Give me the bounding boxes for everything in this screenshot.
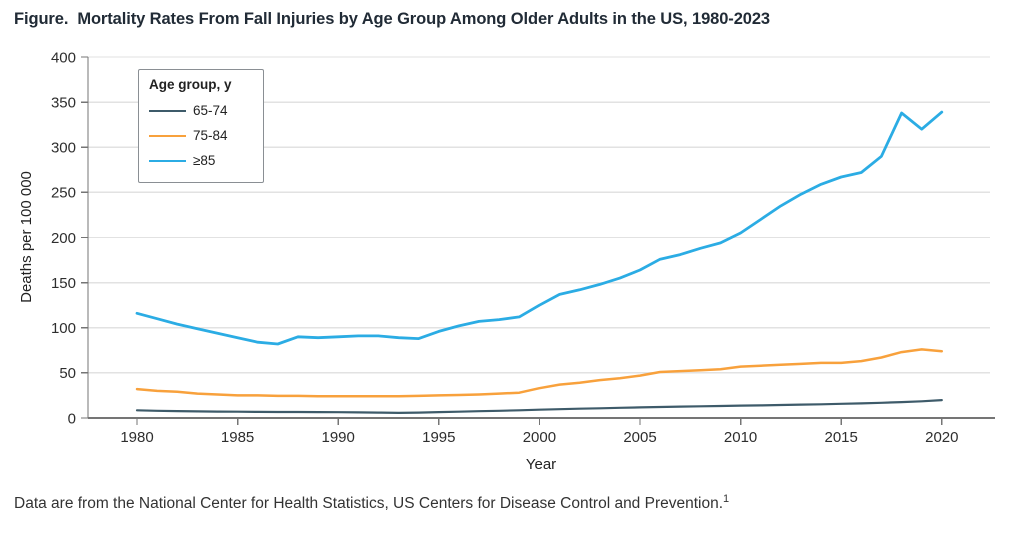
y-tick-label-200: 200 bbox=[51, 230, 76, 247]
footnote-reference: 1 bbox=[723, 492, 730, 505]
legend: Age group, y 65-74 75-84 ≥85 bbox=[138, 69, 264, 183]
footnote-text: Data are from the National Center for He… bbox=[14, 495, 724, 512]
figure-label: Figure. bbox=[14, 10, 69, 28]
x-tick-label-1995: 1995 bbox=[422, 429, 455, 446]
x-tick-label-1990: 1990 bbox=[322, 429, 355, 446]
legend-item-85plus: ≥85 bbox=[149, 148, 253, 173]
legend-line-swatch-65-74 bbox=[149, 109, 186, 112]
y-axis-title: Deaths per 100 000 bbox=[18, 171, 35, 303]
series-line-75-84 bbox=[135, 348, 944, 398]
x-axis-title: Year bbox=[526, 456, 556, 473]
x-tick-label-2015: 2015 bbox=[825, 429, 858, 446]
x-tick-label-2020: 2020 bbox=[925, 429, 958, 446]
legend-item-75-84: 75-84 bbox=[149, 123, 253, 148]
legend-label-75-84: 75-84 bbox=[193, 128, 228, 143]
y-tick-label-150: 150 bbox=[51, 275, 76, 292]
x-tick-label-2010: 2010 bbox=[724, 429, 757, 446]
y-tick-label-350: 350 bbox=[51, 94, 76, 111]
figure-title: Mortality Rates From Fall Injuries by Ag… bbox=[77, 10, 771, 28]
y-tick-label-400: 400 bbox=[51, 49, 76, 66]
y-tick-label-100: 100 bbox=[51, 320, 76, 337]
legend-line-swatch-75-84 bbox=[149, 134, 186, 137]
y-tick-label-250: 250 bbox=[51, 185, 76, 202]
series-line-ge85 bbox=[135, 110, 944, 346]
x-tick-label-1985: 1985 bbox=[221, 429, 254, 446]
legend-title: Age group, y bbox=[149, 77, 232, 92]
legend-line-swatch-85plus bbox=[149, 159, 186, 162]
y-tick-label-0: 0 bbox=[68, 410, 76, 427]
legend-label-65-74: 65-74 bbox=[193, 103, 228, 118]
y-tick-label-300: 300 bbox=[51, 140, 76, 157]
footnote: Data are from the National Center for He… bbox=[14, 492, 1010, 513]
series-line-65-74 bbox=[135, 399, 943, 414]
figure-title-row: Figure. Mortality Rates From Fall Injurie… bbox=[14, 10, 1010, 29]
x-tick-label-1980: 1980 bbox=[120, 429, 153, 446]
legend-item-65-74: 65-74 bbox=[149, 98, 253, 123]
legend-label-85plus: ≥85 bbox=[193, 153, 216, 168]
x-tick-label-2005: 2005 bbox=[623, 429, 656, 446]
x-tick-label-2000: 2000 bbox=[523, 429, 556, 446]
y-tick-label-50: 50 bbox=[59, 365, 76, 382]
